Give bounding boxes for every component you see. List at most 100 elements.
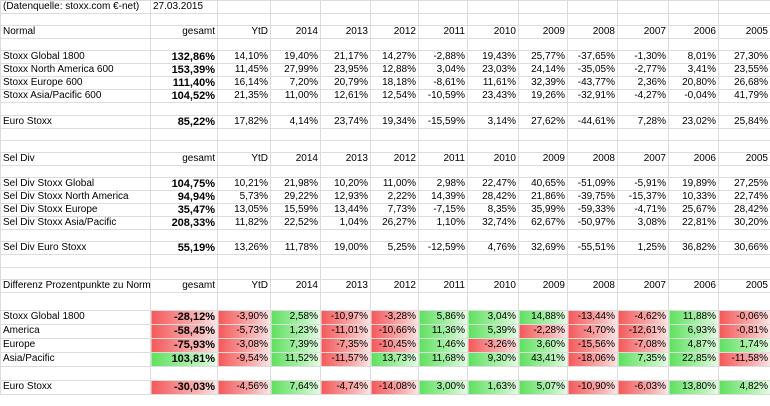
sheet-row: Stoxx Asia/Pacific 600 104,52% 21,35% 11,00… <box>0 89 770 104</box>
value-cell: -4,71% <box>617 203 669 218</box>
empty-cell <box>270 38 321 52</box>
empty-cell <box>518 139 568 153</box>
empty-cell <box>370 229 419 243</box>
sheet-row <box>0 164 770 179</box>
value-cell: 153,39% <box>150 63 218 78</box>
empty-cell <box>467 38 519 52</box>
column-header: 2010 <box>467 151 519 166</box>
value-cell: -50,97% <box>567 216 618 231</box>
value-cell: 20,79% <box>320 76 371 91</box>
value-cell: -4,70% <box>567 323 618 339</box>
empty-cell <box>0 38 151 52</box>
empty-cell <box>518 12 568 27</box>
empty-cell <box>320 266 371 280</box>
empty-cell <box>0 266 151 280</box>
value-cell: -44,61% <box>567 114 618 129</box>
sheet-row: Stoxx Global 1800 132,86% 14,10% 19,40% 21,1… <box>0 50 770 65</box>
empty-cell <box>270 164 321 179</box>
value-cell: 11,61% <box>467 76 519 91</box>
row-label: Sel Div Stoxx Global <box>0 177 151 192</box>
column-header: 2009 <box>518 151 568 166</box>
value-cell: 20,80% <box>668 76 719 91</box>
value-cell: 27,99% <box>270 63 321 78</box>
empty-cell <box>150 127 218 141</box>
empty-cell <box>567 127 618 141</box>
value-cell: 19,40% <box>270 50 321 65</box>
row-label: Europe <box>0 337 151 353</box>
value-cell: 11,52% <box>270 351 321 367</box>
row-label: Sel Div Stoxx North America <box>0 190 151 205</box>
column-header: YtD <box>217 25 271 40</box>
value-cell: 22,74% <box>718 190 770 205</box>
empty-cell <box>217 365 271 381</box>
value-cell: 28,42% <box>467 190 519 205</box>
value-cell: -4,56% <box>217 379 271 395</box>
column-header: 2011 <box>418 151 468 166</box>
empty-cell <box>320 0 371 14</box>
column-header: 2005 <box>718 151 770 166</box>
sheet-row <box>0 229 770 243</box>
column-header: 2009 <box>518 278 568 293</box>
empty-cell <box>418 102 468 116</box>
empty-cell <box>370 139 419 153</box>
column-header: 2005 <box>718 25 770 40</box>
value-cell: 36,82% <box>668 241 719 256</box>
column-header: YtD <box>217 151 271 166</box>
row-label: Stoxx Asia/Pacific 600 <box>0 89 151 104</box>
value-cell: -4,27% <box>617 89 669 104</box>
empty-cell <box>320 229 371 243</box>
value-cell: -11,01% <box>320 323 371 339</box>
row-label: Sel Div Stoxx Asia/Pacific <box>0 216 151 231</box>
empty-cell <box>467 229 519 243</box>
empty-cell <box>217 12 271 27</box>
value-cell: 32,69% <box>518 241 568 256</box>
column-header: 2005 <box>718 278 770 293</box>
empty-cell <box>467 102 519 116</box>
value-cell: 43,41% <box>518 351 568 367</box>
value-cell: -6,03% <box>617 379 669 395</box>
empty-cell <box>668 139 719 153</box>
empty-cell <box>270 229 321 243</box>
row-label: Stoxx North America 600 <box>0 63 151 78</box>
empty-cell <box>567 102 618 116</box>
value-cell: -51,09% <box>567 177 618 192</box>
value-cell: -5,73% <box>217 323 271 339</box>
empty-cell <box>150 254 218 268</box>
empty-cell <box>467 0 519 14</box>
empty-cell <box>567 291 618 311</box>
empty-cell <box>668 12 719 27</box>
value-cell: 21,86% <box>518 190 568 205</box>
empty-cell <box>217 291 271 311</box>
empty-cell <box>567 38 618 52</box>
empty-cell <box>718 127 770 141</box>
empty-cell <box>567 266 618 280</box>
sheet-row: Europe -75,93% -3,08% 7,39% -7,35% -10,45% 1,4… <box>0 337 770 353</box>
value-cell: -10,59% <box>418 89 468 104</box>
value-cell: -1,30% <box>617 50 669 65</box>
column-header: 2011 <box>418 278 468 293</box>
value-cell: -3,28% <box>370 309 419 325</box>
empty-cell <box>567 139 618 153</box>
sheet-row: Euro Stoxx -30,03% -4,56% 7,64% -4,74% -14,08… <box>0 379 770 395</box>
value-cell: 3,60% <box>518 337 568 353</box>
value-cell: -11,58% <box>718 351 770 367</box>
value-cell: 23,02% <box>668 114 719 129</box>
value-cell: 3,08% <box>617 216 669 231</box>
empty-cell <box>320 365 371 381</box>
column-header: 2006 <box>668 151 719 166</box>
value-cell: -2,88% <box>418 50 468 65</box>
value-cell: 18,18% <box>370 76 419 91</box>
column-header: 2007 <box>617 151 669 166</box>
value-cell: 1,63% <box>467 379 519 395</box>
value-cell: 12,88% <box>370 63 419 78</box>
value-cell: 4,87% <box>668 337 719 353</box>
value-cell: -43,77% <box>567 76 618 91</box>
empty-cell <box>0 229 151 243</box>
empty-cell <box>150 102 218 116</box>
sheet-row: Sel Div gesamt YtD 2014 2013 2012 2011 2010 2009… <box>0 151 770 166</box>
value-cell: 13,05% <box>217 203 271 218</box>
sheet-row: Stoxx Europe 600 111,40% 16,14% 7,20% 20,79%… <box>0 76 770 91</box>
section-title: Normal <box>0 25 151 40</box>
value-cell: -15,37% <box>617 190 669 205</box>
empty-cell <box>370 38 419 52</box>
